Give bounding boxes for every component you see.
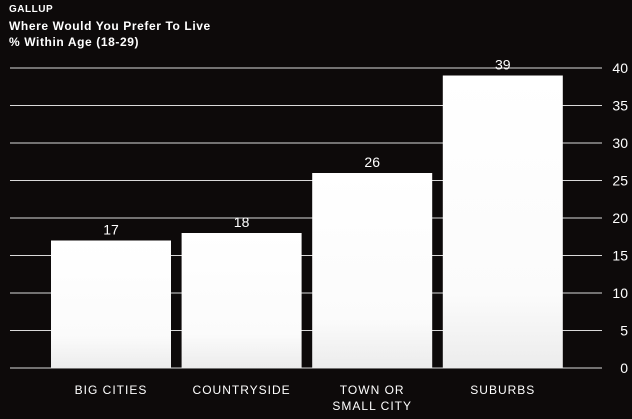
category-label: TOWN OR <box>340 383 405 397</box>
source-label: GALLUP <box>9 4 54 15</box>
y-tick-label: 40 <box>612 60 628 76</box>
y-axis-ticks: 0 5 10 15 20 25 30 35 40 <box>612 60 628 376</box>
y-tick-label: 20 <box>612 210 628 226</box>
data-labels: 17 18 26 39 <box>103 57 511 238</box>
y-tick-label: 0 <box>620 360 628 376</box>
bars <box>51 75 563 368</box>
data-label: 17 <box>103 222 119 238</box>
y-tick-label: 15 <box>612 248 628 264</box>
chart-title: Where Would You Prefer To Live <box>9 19 211 33</box>
chart-subtitle: % Within Age (18-29) <box>9 35 140 49</box>
category-label: SUBURBS <box>470 383 535 397</box>
category-label: BIG CITIES <box>75 383 148 397</box>
bar <box>51 240 171 368</box>
y-tick-label: 10 <box>612 285 628 301</box>
category-label: COUNTRYSIDE <box>193 383 291 397</box>
bar <box>181 233 302 368</box>
y-tick-label: 25 <box>612 173 628 189</box>
y-tick-label: 35 <box>612 98 628 114</box>
chart-header: GALLUP Where Would You Prefer To Live % … <box>9 4 211 50</box>
bar <box>312 173 433 368</box>
category-label: SMALL CITY <box>332 399 412 413</box>
data-label: 26 <box>364 154 380 170</box>
y-tick-label: 5 <box>620 323 628 339</box>
x-axis-categories: BIG CITIES COUNTRYSIDE TOWN OR SMALL CITY SU… <box>75 383 535 413</box>
y-tick-label: 30 <box>612 135 628 151</box>
bar <box>442 75 563 368</box>
data-label: 18 <box>234 214 250 230</box>
data-label: 39 <box>495 57 511 73</box>
